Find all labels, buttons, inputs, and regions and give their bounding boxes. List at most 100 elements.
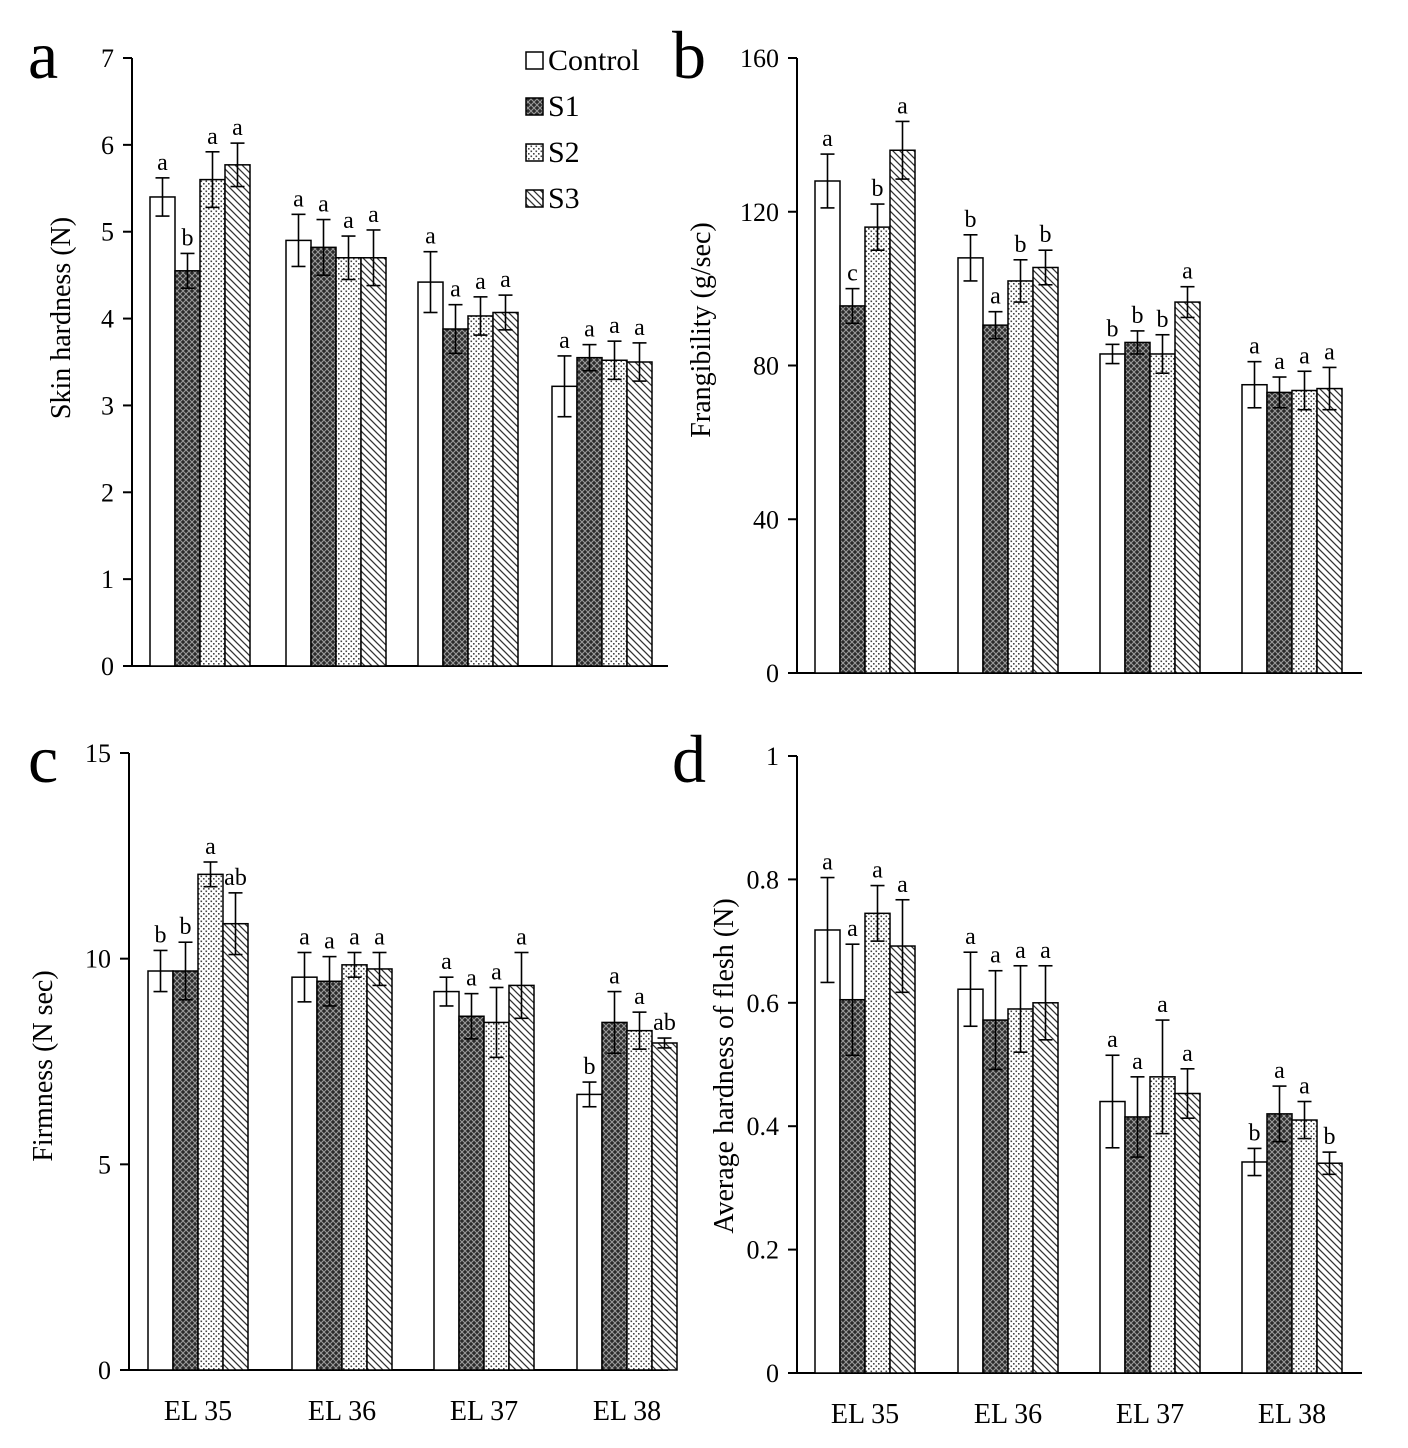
error-bar: [895, 120, 910, 180]
error-bar: [153, 949, 168, 993]
error-bar: [607, 990, 622, 1055]
y-tick-label: 1: [101, 565, 114, 594]
bar-s3-el37: [1174, 1092, 1201, 1374]
significance-letter: b: [180, 914, 192, 940]
error-bar: [895, 898, 910, 994]
bar-s2-el36: [341, 964, 368, 1371]
error-bar: [845, 943, 860, 1057]
bar-s3-el38: [626, 361, 653, 667]
error-bar: [632, 342, 647, 382]
bar-s3-el35: [889, 149, 916, 674]
significance-letter: a: [872, 858, 883, 884]
significance-letter: a: [491, 959, 502, 985]
error-bar: [1013, 964, 1028, 1053]
error-bar: [297, 951, 312, 1003]
y-tick-label: 4: [101, 305, 114, 334]
significance-letter: a: [450, 277, 461, 303]
significance-letter: b: [1107, 316, 1119, 342]
error-bar: [423, 250, 438, 314]
significance-letter: a: [516, 924, 527, 950]
significance-letter: a: [368, 202, 379, 228]
bar-s3-el35: [224, 164, 251, 667]
panel-label-d: d: [672, 721, 706, 797]
significance-letter: a: [634, 315, 645, 341]
significance-letter: a: [990, 284, 1001, 310]
significance-letter: ab: [224, 865, 247, 891]
x-category-label: EL 38: [1258, 1399, 1326, 1430]
legend-label: S1: [548, 90, 580, 123]
bar-s2-el38: [601, 359, 628, 667]
bar-s1-el36: [982, 324, 1009, 674]
error-bar: [205, 151, 220, 209]
bar-s1-el36: [310, 246, 337, 667]
bar-control-el35: [147, 970, 174, 1371]
bar-s1-el36: [316, 980, 343, 1371]
bar-control-el38: [1241, 1161, 1268, 1374]
significance-letter: a: [897, 93, 908, 119]
error-bar: [988, 310, 1003, 340]
error-bar: [473, 296, 488, 336]
error-bar: [1038, 964, 1053, 1041]
bar-control-el36: [291, 976, 318, 1371]
error-bar: [582, 343, 597, 372]
significance-letter: a: [1299, 1074, 1310, 1100]
bar-s1-el38: [1266, 391, 1293, 674]
significance-letter: a: [1015, 938, 1026, 964]
y-tick-label: 120: [740, 198, 779, 227]
bar-s3-el38: [1316, 1162, 1343, 1374]
error-bar: [347, 951, 362, 978]
bar-s1-el37: [1124, 341, 1151, 674]
bar-s2-el36: [1007, 1008, 1034, 1374]
error-bar: [1038, 249, 1053, 286]
error-bar: [372, 951, 387, 987]
error-bar: [322, 955, 337, 1007]
y-tick-label: 10: [85, 945, 111, 974]
bar-control-el37: [433, 990, 460, 1371]
y-tick-label: 40: [753, 505, 779, 534]
legend-item-s1: S1: [525, 90, 580, 123]
y-tick-label: 160: [740, 44, 779, 73]
bar-s1-el38: [601, 1021, 628, 1371]
error-bar: [291, 213, 306, 268]
bar-s1-el37: [458, 1015, 485, 1371]
significance-letter: b: [155, 922, 167, 948]
significance-letter: a: [349, 924, 360, 950]
bar-s2-el38: [1291, 389, 1318, 674]
y-tick-label: 3: [101, 391, 114, 420]
error-bar: [228, 892, 243, 956]
significance-letter: a: [232, 115, 243, 141]
error-bar: [870, 884, 885, 942]
bar-control-el35: [149, 196, 176, 667]
error-bar: [1180, 1068, 1195, 1119]
error-bar: [316, 218, 331, 276]
significance-letter: b: [1132, 303, 1144, 329]
error-bar: [963, 951, 978, 1028]
legend-label: S3: [548, 182, 580, 215]
significance-letter: a: [822, 850, 833, 876]
significance-letter: a: [1249, 334, 1260, 360]
significance-letter: ab: [653, 1010, 676, 1036]
significance-letter: a: [609, 964, 620, 990]
error-bar: [439, 976, 454, 1007]
bar-s2-el35: [864, 912, 891, 1374]
bar-s3-el38: [1316, 387, 1343, 674]
y-tick-label: 6: [101, 131, 114, 160]
significance-letter: a: [897, 872, 908, 898]
error-bar: [155, 177, 170, 217]
bar-s2-el35: [864, 226, 891, 674]
bar-control-el36: [957, 257, 984, 674]
y-tick-label: 15: [85, 739, 111, 768]
error-bar: [1013, 258, 1028, 303]
bar-s1-el35: [174, 270, 201, 667]
bar-s3-el36: [1032, 266, 1059, 674]
x-category-label: EL 36: [974, 1399, 1042, 1430]
x-category-label: EL 36: [308, 1396, 376, 1427]
significance-letter: c: [847, 261, 858, 287]
bar-s2-el37: [483, 1021, 510, 1371]
error-bar: [1272, 1085, 1287, 1143]
bar-s1-el38: [1266, 1113, 1293, 1374]
error-bar: [820, 876, 835, 984]
y-tick-label: 0.8: [747, 865, 780, 894]
bar-s3-el37: [492, 311, 519, 667]
